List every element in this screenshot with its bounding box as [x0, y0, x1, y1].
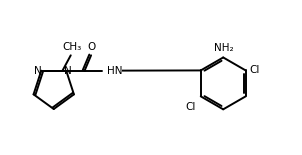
Text: N: N	[64, 66, 72, 76]
Text: Cl: Cl	[249, 65, 260, 75]
Text: N: N	[34, 66, 42, 76]
Text: O: O	[87, 42, 95, 52]
Text: NH₂: NH₂	[214, 43, 234, 53]
Text: Cl: Cl	[185, 102, 196, 112]
Text: CH₃: CH₃	[62, 42, 81, 52]
Text: HN: HN	[107, 66, 122, 76]
